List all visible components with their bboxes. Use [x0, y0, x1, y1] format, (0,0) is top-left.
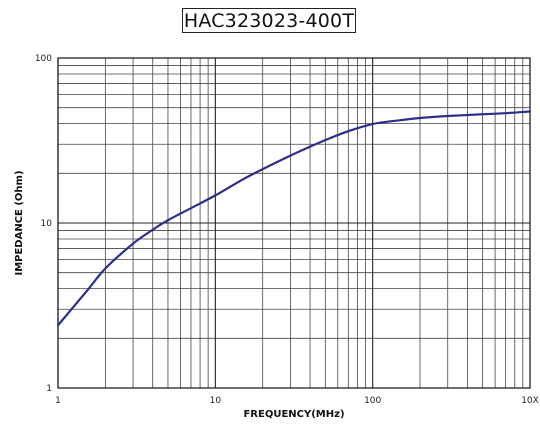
x-tick-label: 10X	[521, 396, 539, 406]
y-tick-labels: 1 10 100	[35, 54, 52, 394]
x-axis-label: FREQUENCY(MHz)	[243, 409, 344, 420]
impedance-curve	[56, 110, 532, 327]
chart-title: HAC323023-400T	[182, 8, 356, 33]
y-axis-label: IMPEDANCE (Ohm)	[14, 170, 25, 275]
y-tick-label: 100	[35, 54, 52, 64]
plot-frame	[57, 57, 531, 389]
x-tick-labels: 1 10 100 10X	[55, 396, 539, 406]
x-tick-label: 10	[210, 396, 222, 406]
y-tick-label: 10	[41, 219, 53, 229]
series-layer	[56, 110, 532, 327]
x-tick-label: 100	[364, 396, 381, 406]
x-tick-label: 1	[55, 396, 61, 406]
y-tick-label: 1	[46, 384, 52, 394]
